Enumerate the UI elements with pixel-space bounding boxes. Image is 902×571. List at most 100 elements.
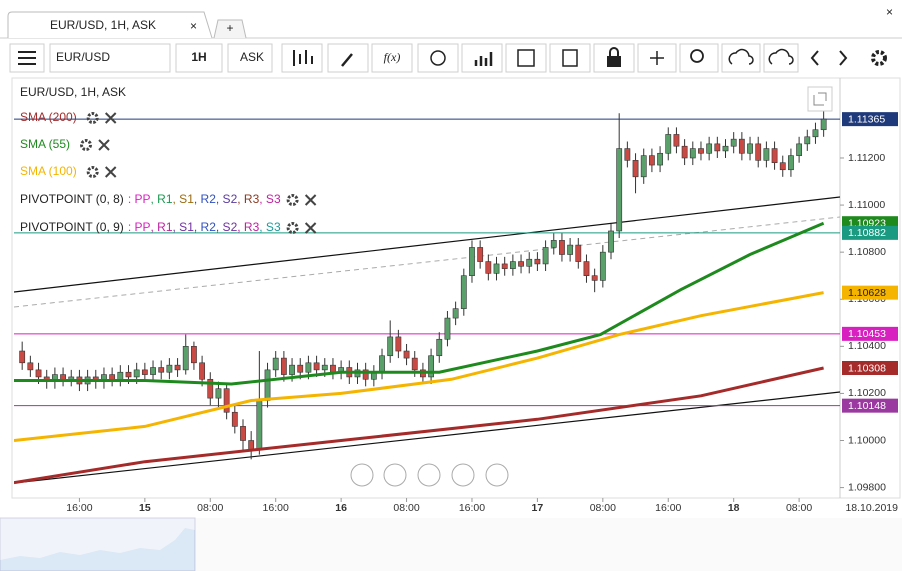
- menu-icon: [18, 51, 36, 65]
- candle-body: [313, 362, 320, 371]
- x-tick-label: 08:00: [786, 502, 812, 514]
- icon: [609, 47, 619, 56]
- icon: [813, 92, 827, 106]
- trend-line: [14, 391, 840, 484]
- settings-icon[interactable]: [86, 166, 99, 178]
- candle-body: [248, 440, 255, 451]
- settings-icon[interactable]: [80, 139, 93, 151]
- candle-body: [493, 263, 500, 274]
- upload-button[interactable]: [721, 43, 761, 73]
- icon: [293, 50, 313, 66]
- candle-body: [501, 263, 508, 269]
- legend-entry[interactable]: SMA (55): [20, 137, 70, 151]
- x-tick-label: 16: [335, 502, 347, 514]
- back-button[interactable]: [810, 50, 819, 66]
- settings-icon[interactable]: [286, 194, 299, 206]
- candle-body: [35, 369, 42, 378]
- price-button[interactable]: [227, 43, 273, 73]
- candle-body: [215, 388, 222, 399]
- nav-right[interactable]: [485, 463, 509, 487]
- candle-body: [518, 261, 524, 267]
- candle-body: [608, 230, 614, 253]
- candle-body: [657, 152, 663, 166]
- trend-line: [14, 216, 840, 308]
- remove-icon: [304, 222, 317, 234]
- candle-body: [125, 371, 132, 378]
- icon: [430, 50, 446, 66]
- settings-icon[interactable]: [286, 222, 299, 234]
- zoom-button[interactable]: [679, 43, 719, 73]
- forward-button[interactable]: [839, 50, 848, 66]
- price-label-box: [842, 360, 898, 375]
- candle-body: [174, 364, 181, 371]
- settings-button[interactable]: [871, 50, 887, 66]
- legend-entry[interactable]: SMA (100): [20, 164, 77, 178]
- nav-left[interactable]: [350, 463, 374, 487]
- x-tick-label: 15: [139, 502, 151, 514]
- pivot-part: : PP: [128, 192, 151, 206]
- chart-type-button[interactable]: [281, 43, 323, 73]
- candle-body: [150, 367, 156, 375]
- add-tab[interactable]: [213, 19, 247, 39]
- candle-body: [779, 162, 786, 171]
- candle-body: [452, 308, 459, 319]
- interval-button[interactable]: [175, 43, 223, 73]
- x-tick-label: 17: [532, 502, 544, 514]
- candle-body: [812, 129, 819, 138]
- y-tick-label: 1.10800: [848, 246, 886, 258]
- tab[interactable]: [7, 11, 213, 39]
- candle-body: [272, 357, 279, 371]
- icon: [690, 49, 704, 63]
- candle-body: [583, 261, 590, 276]
- sma-line: [14, 366, 824, 485]
- trend-line: [14, 196, 840, 293]
- candle-body: [673, 134, 680, 147]
- remove-icon: [104, 112, 117, 124]
- price-type: ASK: [240, 50, 264, 64]
- price-label: 1.11365: [848, 113, 885, 125]
- icon: [728, 48, 754, 65]
- candle-body: [788, 155, 794, 171]
- legend-entry[interactable]: SMA (200): [20, 110, 77, 124]
- price-label-box: [842, 112, 898, 127]
- pivot-part: : PP: [128, 220, 151, 234]
- add-tab-label: +: [226, 21, 233, 35]
- icon: [474, 52, 493, 66]
- pivot-part: , R3: [237, 192, 259, 206]
- template-button[interactable]: [549, 43, 591, 73]
- candle-body: [616, 148, 623, 232]
- tab-close[interactable]: ×: [190, 19, 197, 33]
- candle-body: [264, 369, 271, 401]
- remove-icon: [98, 139, 110, 151]
- x-tick-label: 08:00: [393, 502, 419, 514]
- candle-body: [411, 357, 418, 371]
- nav-reset[interactable]: [417, 463, 441, 487]
- window-close[interactable]: ×: [886, 5, 893, 19]
- candle-body: [722, 145, 729, 152]
- navigator-window[interactable]: [0, 517, 196, 571]
- y-tick-label: 1.09800: [848, 481, 886, 493]
- nav-zoom-in[interactable]: [451, 463, 475, 487]
- pivot-name: PIVOTPOINT (0, 8): [20, 192, 124, 206]
- date-label: 18.10.2019: [845, 502, 898, 514]
- function-button[interactable]: [371, 43, 413, 73]
- x-tick-label: 16:00: [459, 502, 485, 514]
- symbol-input[interactable]: [49, 43, 171, 73]
- candle-body: [550, 240, 557, 248]
- popout-button[interactable]: [807, 86, 833, 112]
- calendar-button[interactable]: [505, 43, 547, 73]
- candle-body: [689, 148, 696, 159]
- candle-body: [182, 346, 189, 371]
- plot: [14, 110, 840, 485]
- info-button[interactable]: [417, 43, 459, 73]
- price-label: 1.10882: [848, 227, 886, 239]
- nav-zoom-out[interactable]: [383, 463, 407, 487]
- pivot-part: , R2: [194, 220, 216, 234]
- candle-body: [575, 244, 582, 262]
- candle-body: [60, 374, 66, 380]
- settings-icon[interactable]: [86, 112, 99, 124]
- candle-body: [771, 148, 778, 163]
- pivot-part: , S1: [173, 220, 195, 234]
- pivot-part: , R1: [151, 192, 173, 206]
- candle-body: [428, 355, 434, 378]
